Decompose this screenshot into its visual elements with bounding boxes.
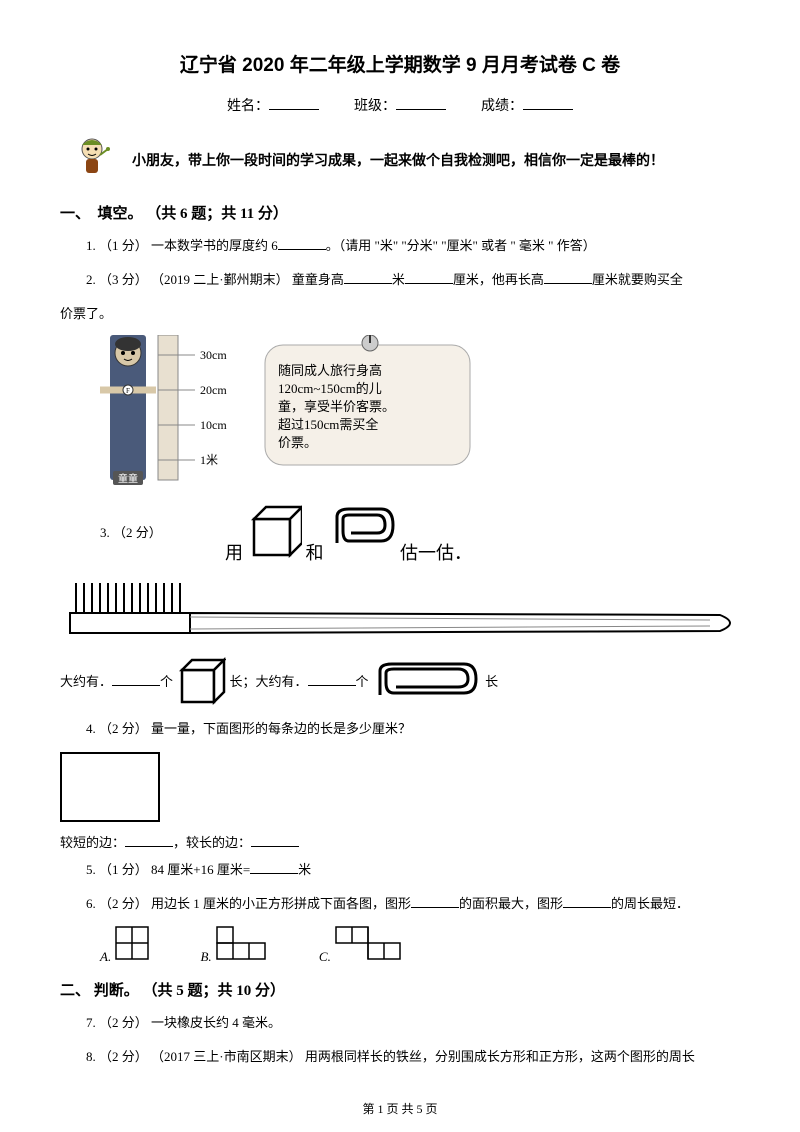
q4-blank1[interactable] [125, 834, 173, 847]
q6-blank2[interactable] [563, 895, 611, 908]
q1-suffix: 。（请用 "米" "分米" "厘米" 或者 " 毫米 " 作答） [326, 238, 596, 253]
optA-shape [114, 925, 150, 961]
q3-a1b: 个 [160, 674, 173, 689]
q1: 1. （1 分） 一本数学书的厚度约 6 。（请用 "米" "分米" "厘米" 或… [60, 233, 740, 259]
optC-shape [334, 925, 404, 961]
q3-blank1[interactable] [112, 673, 160, 686]
class-blank[interactable] [396, 96, 446, 110]
q2: 2. （3 分） （2019 二上·鄞州期末） 童童身高 米 厘米，他再长高 厘米就要… [60, 267, 740, 293]
svg-text:童，享受半价客票。: 童，享受半价客票。 [278, 399, 395, 414]
q3-mid-b: 和 [306, 543, 324, 563]
svg-text:10cm: 10cm [200, 418, 227, 432]
q2-figure: F 童童 30cm 20cm 10cm 1米 随同成人旅行身高 120cm~15… [100, 335, 740, 495]
cube-icon [246, 503, 302, 559]
intro-row: 小朋友，带上你一段时间的学习成果，一起来做个自我检测吧，相信你一定是最棒的！ [60, 135, 740, 184]
q3-blank2[interactable] [308, 673, 356, 686]
section1-title: 一、 填空。 （共 6 题；共 11 分） [60, 202, 740, 223]
cube-small-icon [176, 656, 226, 706]
q3-a1c: 长；大约有． [230, 674, 308, 689]
section2-title: 二、 判断。 （共 5 题；共 10 分） [60, 979, 740, 1000]
class-label: 班级： [354, 95, 396, 115]
q4-answers: 较短的边： ，较长的边： [60, 832, 740, 851]
q1-blank[interactable] [278, 237, 326, 250]
q5-a: 5. （1 分） 84 厘米+16 厘米= [86, 862, 250, 877]
q4: 4. （2 分） 量一量，下面图形的每条边的长是多少厘米？ [60, 716, 740, 742]
q2-line2: 价票了。 [60, 301, 740, 327]
q3-a1d: 个 [356, 674, 369, 689]
q3-a1e: 长 [485, 674, 498, 689]
toothbrush-figure [60, 573, 740, 648]
score-blank[interactable] [523, 96, 573, 110]
q4-a: 较短的边： [60, 835, 125, 850]
optC-label: C. [319, 949, 331, 964]
child-name-label: 童童 [118, 472, 138, 485]
svg-text:120cm~150cm的儿: 120cm~150cm的儿 [278, 381, 382, 396]
q1-prefix: 1. （1 分） 一本数学书的厚度约 6 [86, 238, 278, 253]
info-line: 姓名： 班级： 成绩： [60, 95, 740, 115]
name-label: 姓名： [227, 95, 269, 115]
q3: 3. （2 分） 用 和 估一估． [100, 503, 740, 565]
q3-mid-c: 估一估． [400, 543, 472, 563]
q2-1d: 厘米就要购买全 [592, 272, 683, 287]
q5-b: 米 [298, 862, 311, 877]
paperclip-icon [327, 503, 397, 559]
q2-blank2[interactable] [405, 271, 453, 284]
q2-1a: 2. （3 分） （2019 二上·鄞州期末） 童童身高 [86, 272, 344, 287]
optA-label: A. [100, 949, 111, 964]
page-footer: 第 1 页 共 5 页 [0, 1100, 800, 1117]
q6: 6. （2 分） 用边长 1 厘米的小正方形拼成下面各图，图形 的面积最大，图形 的… [60, 891, 740, 917]
intro-text: 小朋友，带上你一段时间的学习成果，一起来做个自我检测吧，相信你一定是最棒的！ [124, 150, 740, 170]
q4-rect [60, 752, 160, 822]
q3-a1a: 大约有． [60, 674, 112, 689]
name-blank[interactable] [269, 96, 319, 110]
optB-shape [215, 925, 269, 961]
q4-b: ，较长的边： [173, 835, 251, 850]
svg-text:20cm: 20cm [200, 383, 227, 397]
q6-a: 6. （2 分） 用边长 1 厘米的小正方形拼成下面各图，图形 [86, 896, 411, 911]
q3-mid-a: 用 [225, 543, 243, 563]
svg-text:30cm: 30cm [200, 348, 227, 362]
svg-text:价票。: 价票。 [278, 435, 317, 450]
svg-text:超过150cm需买全: 超过150cm需买全 [278, 417, 378, 432]
svg-text:1米: 1米 [200, 453, 218, 467]
q6-options: A. B. C. [100, 925, 740, 965]
optB-label: B. [200, 949, 211, 964]
q2-blank1[interactable] [344, 271, 392, 284]
kid-avatar-icon [70, 135, 114, 184]
q3-answers: 大约有． 个 长；大约有． 个 长 [60, 656, 740, 710]
q8: 8. （2 分） （2017 三上·市南区期末） 用两根同样长的铁丝，分别围成长… [60, 1044, 740, 1070]
paperclip-small-icon [372, 659, 482, 704]
q2-1b: 米 [392, 272, 405, 287]
score-label: 成绩： [481, 95, 523, 115]
q7: 7. （2 分） 一块橡皮长约 4 毫米。 [60, 1010, 740, 1036]
q3-prefix: 3. （2 分） [100, 525, 162, 540]
svg-text:随同成人旅行身高: 随同成人旅行身高 [278, 363, 382, 378]
q4-blank2[interactable] [251, 834, 299, 847]
q5-blank[interactable] [250, 861, 298, 874]
q2-1c: 厘米，他再长高 [453, 272, 544, 287]
q6-c: 的周长最短． [611, 896, 689, 911]
q6-b: 的面积最大，图形 [459, 896, 563, 911]
svg-text:F: F [126, 387, 130, 395]
q6-blank1[interactable] [411, 895, 459, 908]
q5: 5. （1 分） 84 厘米+16 厘米= 米 [60, 857, 740, 883]
exam-title: 辽宁省 2020 年二年级上学期数学 9 月月考试卷 C 卷 [60, 50, 740, 77]
q2-blank3[interactable] [544, 271, 592, 284]
